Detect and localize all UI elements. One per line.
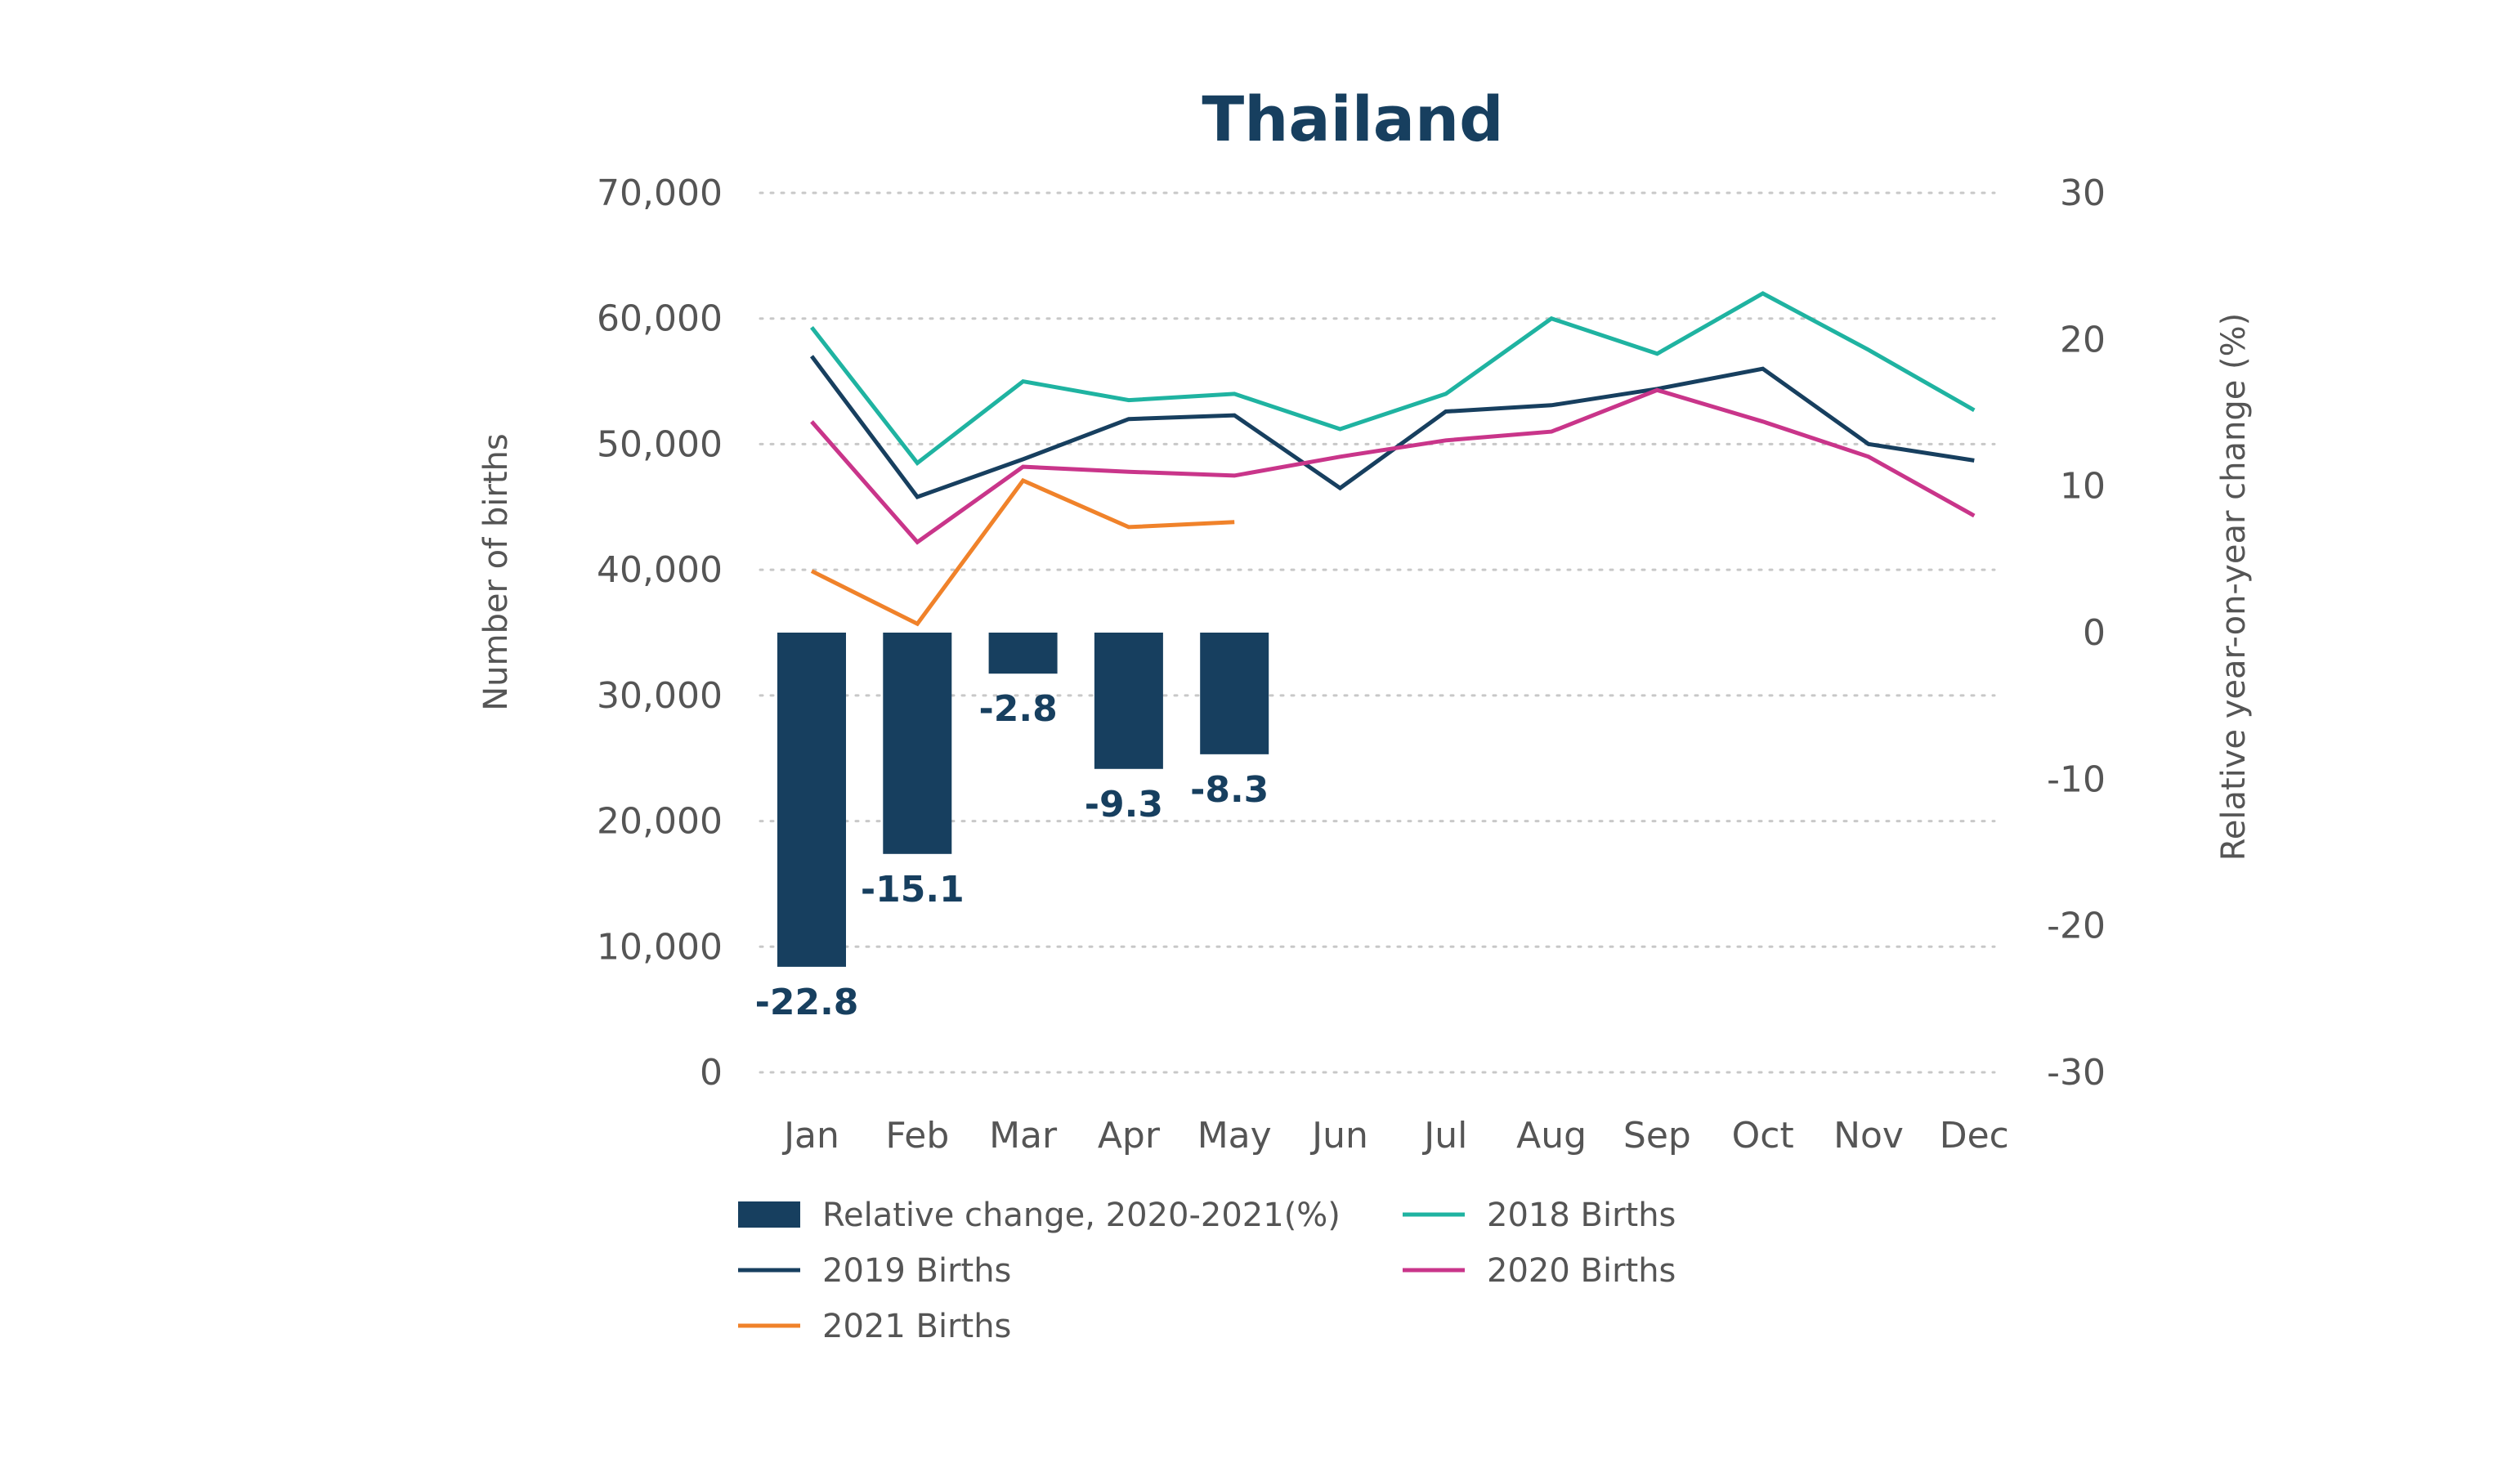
legend-label: 2021 Births xyxy=(822,1308,1011,1345)
right-tick-label: 30 xyxy=(2060,172,2106,214)
legend-item: 2021 Births xyxy=(738,1308,1011,1345)
legend: Relative change, 2020-2021(%) 2018 Births… xyxy=(738,1197,1676,1345)
series-lines xyxy=(810,291,1976,627)
x-axis-ticks: Jan Feb Mar Apr May Jun Jul Aug Sep Oct Nov Dec xyxy=(781,1115,2009,1157)
x-tick-label: Feb xyxy=(885,1115,949,1157)
legend-label: 2018 Births xyxy=(1487,1197,1676,1234)
x-tick-label: Jul xyxy=(1421,1115,1467,1157)
left-tick-label: 0 xyxy=(700,1052,723,1094)
bar-value-label: -22.8 xyxy=(755,982,859,1023)
left-tick-label: 40,000 xyxy=(597,549,723,591)
right-tick-label: 20 xyxy=(2060,319,2106,360)
legend-item: 2019 Births xyxy=(738,1252,1011,1290)
bar-value-label: -2.8 xyxy=(978,688,1057,730)
x-tick-label: May xyxy=(1197,1115,1272,1157)
right-axis-title: Relative year-on-year change (%) xyxy=(2215,313,2253,861)
bars: -22.8 -15.1 -2.8 -9.3 -8.3 xyxy=(755,633,1269,1023)
bar xyxy=(1094,633,1163,769)
legend-label: 2020 Births xyxy=(1487,1252,1676,1290)
right-tick-label: -30 xyxy=(2047,1052,2106,1094)
series-line xyxy=(810,291,1976,467)
x-tick-label: Nov xyxy=(1833,1115,1904,1157)
x-tick-label: Jun xyxy=(1309,1115,1368,1157)
bar xyxy=(883,633,952,854)
bar-value-label: -15.1 xyxy=(861,869,965,910)
x-tick-label: Aug xyxy=(1516,1115,1587,1157)
legend-swatch xyxy=(738,1201,800,1228)
x-tick-label: Dec xyxy=(1940,1115,2009,1157)
left-axis-ticks: 0 10,000 20,000 30,000 40,000 50,000 60,000 70,… xyxy=(597,172,723,1094)
right-tick-label: 10 xyxy=(2060,466,2106,508)
series-line xyxy=(810,387,1976,545)
right-tick-label: -20 xyxy=(2047,906,2106,947)
right-tick-label: 0 xyxy=(2083,612,2106,654)
x-tick-label: Oct xyxy=(1732,1115,1794,1157)
legend-item: 2020 Births xyxy=(1403,1252,1676,1290)
left-tick-label: 20,000 xyxy=(597,801,723,843)
bar xyxy=(1200,633,1269,754)
x-tick-label: Sep xyxy=(1623,1115,1691,1157)
left-tick-label: 30,000 xyxy=(597,675,723,717)
bar xyxy=(777,633,846,967)
bar-value-label: -9.3 xyxy=(1085,784,1163,825)
right-tick-label: -10 xyxy=(2047,758,2106,800)
left-axis-title: Number of births xyxy=(477,433,515,711)
gridlines xyxy=(759,191,1996,1074)
left-tick-label: 60,000 xyxy=(597,298,723,340)
x-tick-label: Apr xyxy=(1098,1115,1161,1157)
right-axis-ticks: -30 -20 -10 0 10 20 30 xyxy=(2047,172,2106,1094)
legend-label: 2019 Births xyxy=(822,1252,1011,1290)
series-line xyxy=(810,477,1235,627)
left-tick-label: 70,000 xyxy=(597,172,723,214)
legend-item: 2018 Births xyxy=(1403,1197,1676,1234)
legend-label: Relative change, 2020-2021(%) xyxy=(822,1197,1341,1234)
chart-title: Thailand xyxy=(1202,83,1503,155)
series-line xyxy=(810,355,1975,499)
x-tick-label: Jan xyxy=(781,1115,839,1157)
left-tick-label: 10,000 xyxy=(597,926,723,968)
bar xyxy=(988,633,1058,674)
legend-item: Relative change, 2020-2021(%) xyxy=(738,1197,1341,1234)
left-tick-label: 50,000 xyxy=(597,423,723,465)
x-tick-label: Mar xyxy=(989,1115,1058,1157)
bar-value-label: -8.3 xyxy=(1190,769,1269,811)
